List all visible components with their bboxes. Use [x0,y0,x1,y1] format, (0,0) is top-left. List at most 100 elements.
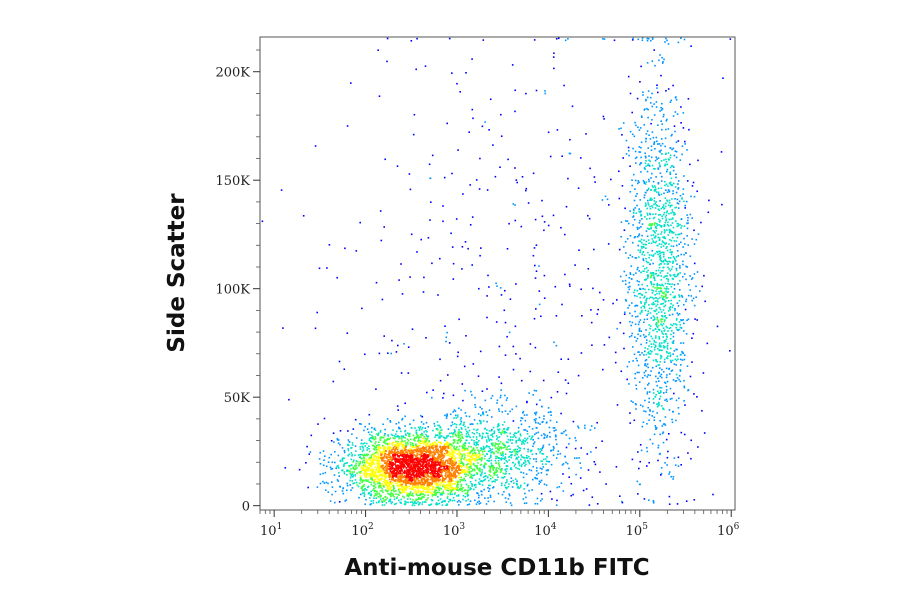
event-point [457,471,459,474]
event-point [700,221,702,224]
event-point [420,492,423,494]
event-point [467,449,469,452]
event-point [386,483,388,486]
event-point [341,457,344,459]
event-point [662,371,665,373]
event-point [674,111,677,113]
event-point [419,427,421,430]
event-point [395,466,397,469]
event-point [657,253,659,256]
event-point [363,461,366,464]
event-point [404,447,406,450]
event-point [659,172,662,174]
event-point [638,327,641,330]
event-point [365,480,368,482]
event-point [666,118,668,121]
event-point [411,478,414,481]
event-point [356,472,358,475]
event-point [351,476,354,478]
event-point [532,445,534,448]
event-point [373,473,375,475]
event-point [635,212,637,214]
event-point [676,202,679,204]
event-point [634,305,636,307]
event-point [464,492,467,495]
event-point [446,460,449,462]
event-point [372,437,375,440]
event-point [649,438,651,441]
event-point [676,328,678,331]
event-point [428,483,431,486]
event-point [343,451,346,454]
event-point [464,489,467,491]
event-point [437,453,440,456]
event-point [444,488,446,491]
event-point [418,459,421,462]
event-point [485,432,488,435]
event-point [373,452,375,455]
event-point [404,425,406,427]
event-point [383,442,386,444]
event-point [414,480,417,482]
event-point [500,457,503,459]
event-point [643,182,646,185]
event-point [568,443,570,445]
event-point [378,466,380,468]
event-point [394,444,396,446]
event-point [422,455,424,457]
event-point [666,357,669,360]
event-point [380,469,383,471]
event-point [672,332,675,334]
event-point [654,346,656,349]
event-point [655,360,657,362]
event-point [649,349,652,352]
event-point [473,443,476,446]
event-point [416,491,418,494]
event-point [394,490,397,492]
event-point [336,479,339,481]
event-point [391,465,393,467]
event-point [642,91,644,93]
event-point [473,419,476,421]
event-point [472,447,475,450]
event-point [408,482,411,484]
event-point [654,202,656,205]
event-point [409,498,412,500]
event-point [489,447,491,450]
event-point [335,467,337,470]
event-point [377,448,380,451]
event-point [454,474,456,477]
event-point [445,436,448,439]
event-point [395,446,398,449]
event-point [384,446,386,449]
event-point [670,183,672,186]
event-point [514,432,516,434]
event-point [394,461,397,464]
event-point [400,498,402,501]
event-point [577,425,579,428]
event-point [477,449,479,451]
event-point [521,443,523,445]
event-point [668,409,671,411]
event-point [515,456,518,459]
event-point [346,482,348,485]
event-point [664,382,667,384]
event-point [411,446,414,448]
event-point [669,337,672,340]
event-point [526,433,529,435]
event-point [379,498,382,500]
event-point [486,420,488,423]
event-point [659,252,661,255]
event-point [690,195,692,198]
event-point [374,437,377,440]
event-point [425,451,427,454]
event-point [666,211,668,214]
event-point [402,452,404,454]
event-point [350,464,353,466]
event-point [368,464,370,466]
event-point [424,481,426,483]
event-point [418,441,420,444]
event-point [436,458,438,461]
event-point [448,487,450,490]
event-point [629,312,631,315]
